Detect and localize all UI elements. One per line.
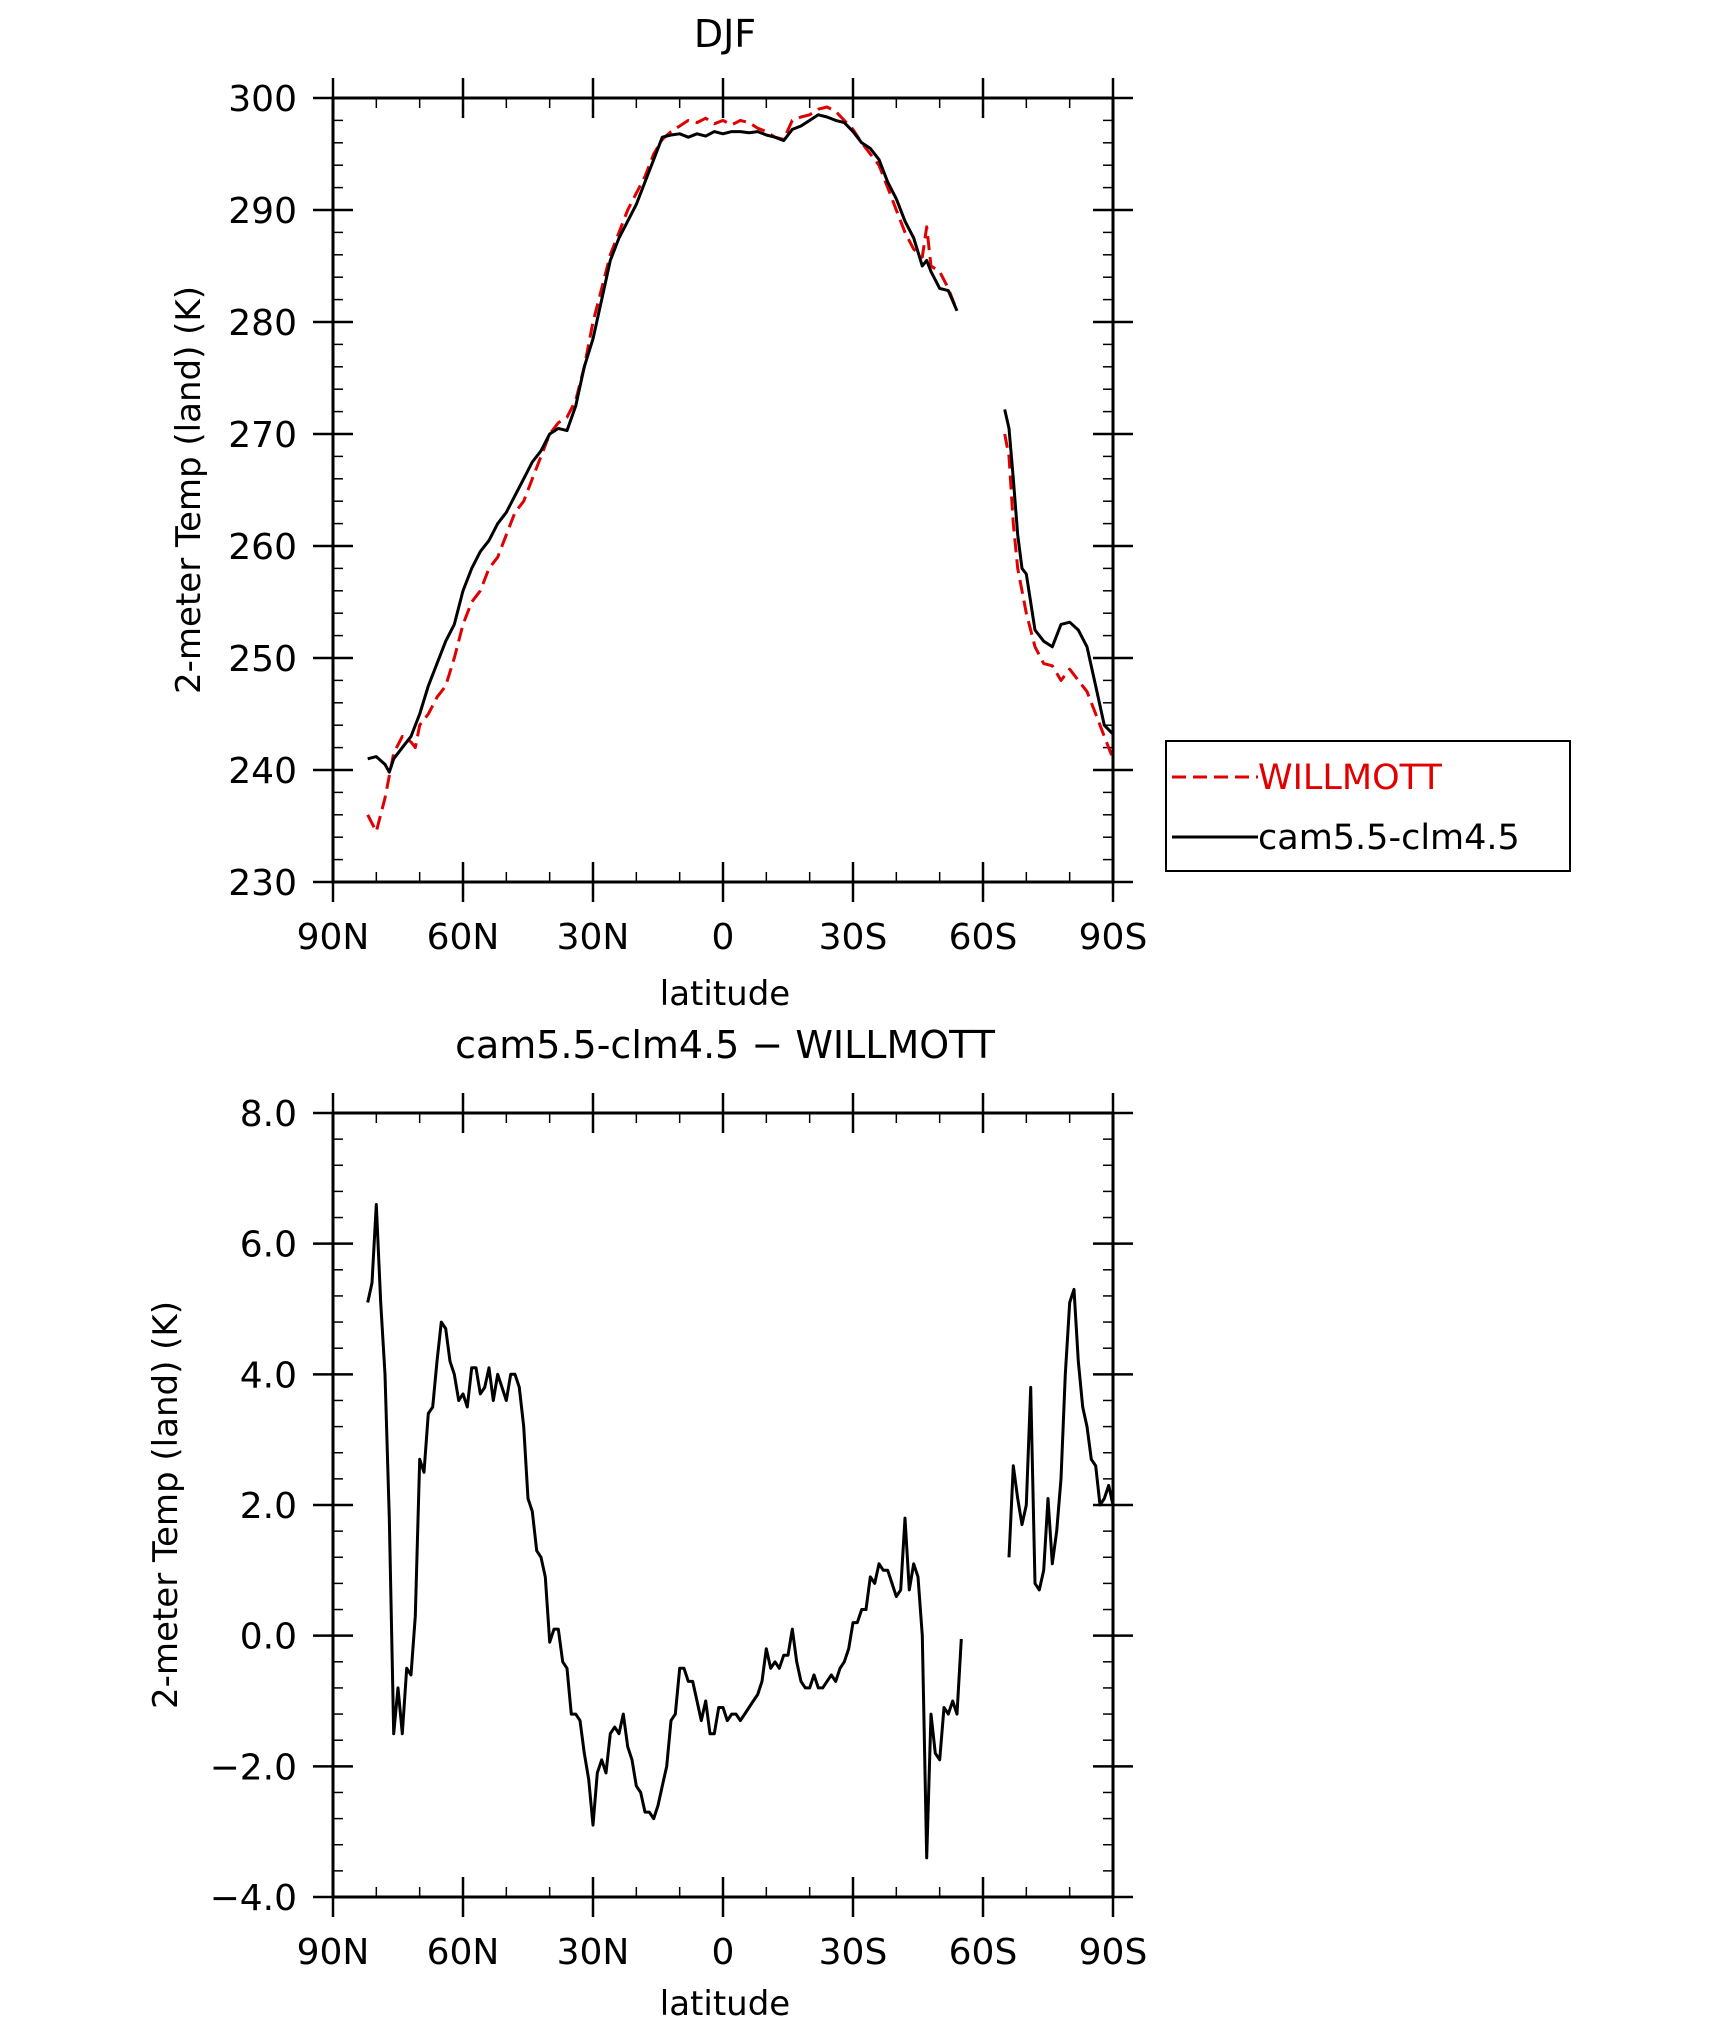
series-line-cam5-5-clm4-5: [1003, 409, 1115, 736]
x-tick-label: 0: [712, 1932, 735, 1973]
x-tick-label: 30N: [557, 917, 630, 958]
chart-title: cam5.5-clm4.5 − WILLMOTT: [455, 1023, 996, 1067]
x-tick-label: 90N: [297, 917, 370, 958]
x-tick-label: 30N: [557, 1932, 630, 1973]
y-tick-label: 8.0: [240, 1094, 297, 1135]
legend-label-model: cam5.5-clm4.5: [1258, 818, 1520, 858]
data-series: [366, 105, 1115, 834]
y-tick-label: 290: [228, 191, 297, 232]
y-tick-label: 250: [228, 639, 297, 680]
series-line-cam5-5-clm4-5-willmott: [366, 1203, 963, 1860]
legend-label-willmott: WILLMOTT: [1258, 758, 1442, 798]
x-tick-label: 90S: [1079, 917, 1148, 958]
y-tick-labels: 230 240 250 260 270 280 290 300: [228, 79, 297, 904]
series-line-willmott: [1003, 433, 1115, 760]
x-tick-label: 0: [712, 917, 735, 958]
x-tick-label: 30S: [819, 917, 888, 958]
x-tick-labels: 90N 60N 30N 0 30S 60S 90S: [297, 1932, 1148, 1973]
chart-title: DJF: [694, 12, 756, 56]
x-tick-label: 60S: [949, 1932, 1018, 1973]
series-line-cam5-5-clm4-5: [367, 113, 959, 774]
panel-djf: DJF 230 240 250 260 270 280 290 300 90N 60N 30N 0 3…: [169, 12, 1571, 1014]
plot-frame: [331, 96, 1115, 884]
y-tick-label: 6.0: [240, 1225, 297, 1266]
legend-box: [1165, 740, 1571, 872]
y-tick-label: 300: [228, 79, 297, 120]
y-tick-labels: −4.0 −2.0 0.0 2.0 4.0 6.0 8.0: [210, 1094, 297, 1919]
y-tick-label: 270: [228, 415, 297, 456]
y-axis-label: 2-meter Temp (land) (K): [169, 286, 209, 694]
y-tick-label: 230: [228, 863, 297, 904]
y-tick-label: −4.0: [210, 1878, 297, 1919]
x-tick-label: 30S: [819, 1932, 888, 1973]
y-tick-label: −2.0: [210, 1747, 297, 1788]
x-tick-label: 60S: [949, 917, 1018, 958]
y-tick-label: 280: [228, 303, 297, 344]
y-tick-label: 240: [228, 751, 297, 792]
legend: WILLMOTT cam5.5-clm4.5: [1165, 740, 1571, 872]
y-axis-label: 2-meter Temp (land) (K): [146, 1301, 186, 1709]
x-tick-label: 90S: [1079, 1932, 1148, 1973]
x-tick-label: 90N: [297, 1932, 370, 1973]
y-tick-label: 0.0: [240, 1617, 297, 1658]
x-tick-label: 60N: [427, 917, 500, 958]
y-tick-label: 4.0: [240, 1355, 297, 1396]
data-series: [366, 1203, 1115, 1860]
series-line-willmott: [366, 105, 959, 834]
x-tick-label: 60N: [427, 1932, 500, 1973]
x-axis-label: latitude: [660, 974, 790, 1014]
y-tick-label: 260: [228, 527, 297, 568]
y-tick-label: 2.0: [240, 1486, 297, 1527]
x-tick-labels: 90N 60N 30N 0 30S 60S 90S: [297, 917, 1148, 958]
panel-difference: cam5.5-clm4.5 − WILLMOTT −4.0 −2.0 0.0 2.0 4…: [146, 1023, 1147, 2021]
series-line-cam5-5-clm4-5-willmott: [1007, 1287, 1115, 1592]
plot-frame: [331, 1111, 1115, 1899]
tick-marks: [313, 78, 1133, 902]
x-axis-label: latitude: [660, 1984, 790, 2021]
